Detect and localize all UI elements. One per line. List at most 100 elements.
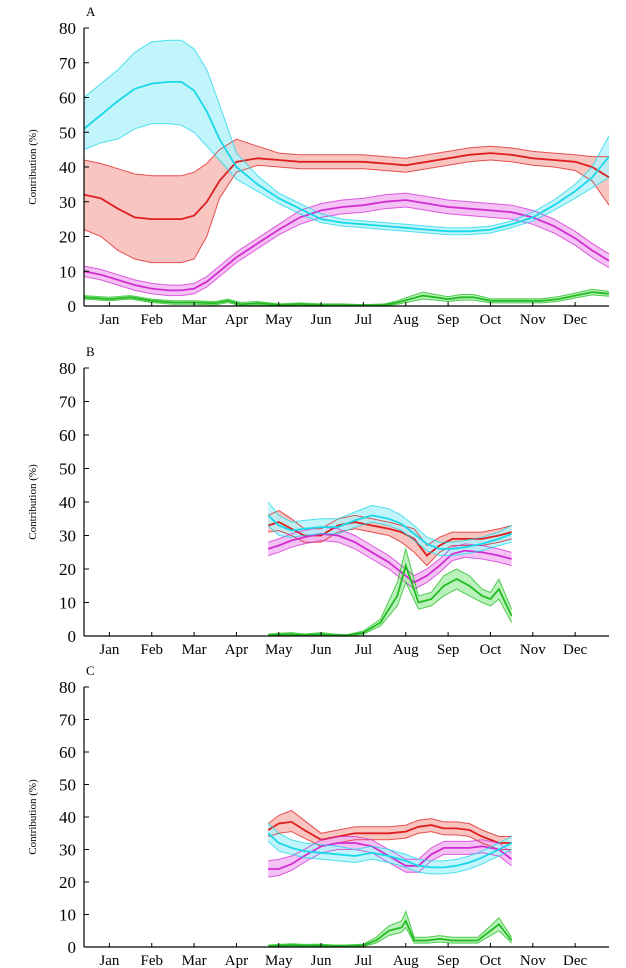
panel-label: A bbox=[86, 4, 96, 19]
series-4-line bbox=[83, 81, 610, 233]
y-tick-label: 20 bbox=[59, 228, 76, 247]
series-1-upper-bound bbox=[83, 138, 609, 177]
x-tick-label: Mar bbox=[182, 312, 207, 328]
x-tick-label: Oct bbox=[480, 642, 502, 658]
series-2-lower-bound bbox=[83, 206, 610, 297]
y-tick-label: 10 bbox=[59, 262, 76, 281]
x-tick-label: Jun bbox=[311, 312, 332, 328]
series-1-line bbox=[267, 820, 512, 844]
series-1-upper-bound bbox=[267, 809, 512, 837]
y-tick-label: 80 bbox=[59, 19, 76, 38]
chart-panel-c: 0 10 20 30 40 50 60 70 80 Jan Feb Mar Apr May Jun Jul Au… bbox=[27, 663, 609, 968]
x-tick-label: Sep bbox=[437, 642, 460, 658]
x-tick-label: Aug bbox=[393, 312, 419, 328]
y-tick-label: 40 bbox=[59, 493, 76, 512]
y-tick-label: 10 bbox=[59, 594, 76, 613]
series-4-upper-bound bbox=[83, 39, 610, 229]
x-tick-label: Mar bbox=[182, 642, 207, 658]
x-tick-label: Feb bbox=[140, 312, 163, 328]
series-1-lower-bound bbox=[83, 159, 610, 264]
series-4-lower-bound bbox=[83, 123, 610, 236]
x-tick-label: Jun bbox=[311, 642, 332, 658]
series-3-upper-bound bbox=[83, 288, 610, 306]
x-tick-label: Apr bbox=[225, 642, 248, 658]
y-tick-label: 50 bbox=[59, 460, 76, 479]
y-tick-label: 70 bbox=[59, 711, 76, 730]
panel-label: C bbox=[86, 663, 95, 678]
series-4-lower-bound bbox=[267, 521, 512, 557]
series-2-band bbox=[268, 527, 512, 590]
y-tick-label: 70 bbox=[59, 54, 76, 73]
x-tick-label: Jan bbox=[99, 642, 119, 658]
series-4-upper-bound bbox=[267, 823, 512, 862]
y-axis-label: Contribution (%) bbox=[27, 464, 39, 540]
y-tick-label: 60 bbox=[59, 426, 76, 445]
x-tick-label: Jul bbox=[355, 642, 373, 658]
x-tick-label: Feb bbox=[140, 953, 163, 968]
series-4-upper-bound bbox=[267, 501, 512, 543]
series-1-lower-bound bbox=[268, 528, 512, 567]
x-tick-label: Oct bbox=[480, 312, 502, 328]
x-tick-label: Oct bbox=[480, 953, 502, 968]
y-tick-label: 20 bbox=[59, 560, 76, 579]
x-tick-label: Aug bbox=[393, 642, 419, 658]
series-1-line bbox=[83, 152, 610, 220]
series-2-lower-bound bbox=[268, 849, 512, 878]
series-4-lower-bound bbox=[267, 841, 512, 875]
series-4-line bbox=[267, 514, 512, 550]
y-tick-label: 30 bbox=[59, 841, 76, 860]
series-2-lower-bound bbox=[268, 539, 512, 590]
x-tick-label: Sep bbox=[437, 312, 460, 328]
y-tick-label: 20 bbox=[59, 873, 76, 892]
y-tick-label: 80 bbox=[59, 359, 76, 378]
series-3-line bbox=[268, 919, 513, 947]
series-4-line bbox=[267, 832, 513, 869]
x-tick-label: Apr bbox=[225, 312, 248, 328]
x-tick-label: Jan bbox=[99, 953, 119, 968]
y-tick-label: 70 bbox=[59, 393, 76, 412]
x-tick-label: Jul bbox=[355, 312, 373, 328]
x-tick-label: Nov bbox=[520, 312, 546, 328]
x-tick-label: Jul bbox=[355, 953, 373, 968]
x-tick-label: Nov bbox=[520, 642, 546, 658]
y-tick-label: 80 bbox=[59, 678, 76, 697]
y-tick-label: 30 bbox=[59, 527, 76, 546]
series-2-line bbox=[83, 199, 610, 292]
series-4-band bbox=[268, 823, 512, 874]
series-2-upper-bound bbox=[83, 192, 610, 286]
y-tick-label: 50 bbox=[59, 776, 76, 795]
series-3-upper-bound bbox=[268, 546, 513, 636]
y-tick-label: 0 bbox=[68, 297, 77, 316]
y-tick-label: 50 bbox=[59, 123, 76, 142]
series-1-lower-bound bbox=[268, 831, 512, 850]
y-tick-label: 40 bbox=[59, 158, 76, 177]
y-tick-label: 60 bbox=[59, 743, 76, 762]
y-tick-label: 30 bbox=[59, 193, 76, 212]
y-tick-label: 60 bbox=[59, 89, 76, 108]
x-tick-label: Dec bbox=[563, 953, 587, 968]
y-tick-label: 10 bbox=[59, 906, 76, 925]
x-tick-label: Dec bbox=[563, 642, 587, 658]
y-tick-label: 40 bbox=[59, 808, 76, 827]
x-tick-label: Jan bbox=[99, 312, 119, 328]
x-tick-label: May bbox=[265, 642, 293, 658]
chart-panel-b: 0 10 20 30 40 50 60 70 80 Jan Feb Mar Apr May Jun Jul Au… bbox=[27, 344, 609, 658]
x-tick-label: May bbox=[265, 312, 293, 328]
series-4-band bbox=[84, 40, 609, 235]
x-tick-label: Dec bbox=[563, 312, 587, 328]
y-tick-label: 0 bbox=[68, 627, 77, 646]
y-tick-label: 0 bbox=[68, 938, 77, 957]
x-tick-label: Jun bbox=[311, 953, 332, 968]
x-tick-label: Nov bbox=[520, 953, 546, 968]
x-tick-label: Mar bbox=[182, 953, 207, 968]
series-3-upper-bound bbox=[268, 909, 513, 946]
chart-panel-a: 0 10 20 30 40 50 60 70 80 Jan Feb Mar Apr May Jun Jul Au… bbox=[27, 4, 610, 328]
x-tick-label: Apr bbox=[225, 953, 248, 968]
x-tick-label: Sep bbox=[437, 953, 460, 968]
x-tick-label: May bbox=[265, 953, 293, 968]
series-2-upper-bound bbox=[268, 526, 512, 577]
series-1-upper-bound bbox=[267, 509, 512, 547]
panel-label: B bbox=[86, 344, 95, 359]
series-3-band bbox=[268, 911, 512, 947]
